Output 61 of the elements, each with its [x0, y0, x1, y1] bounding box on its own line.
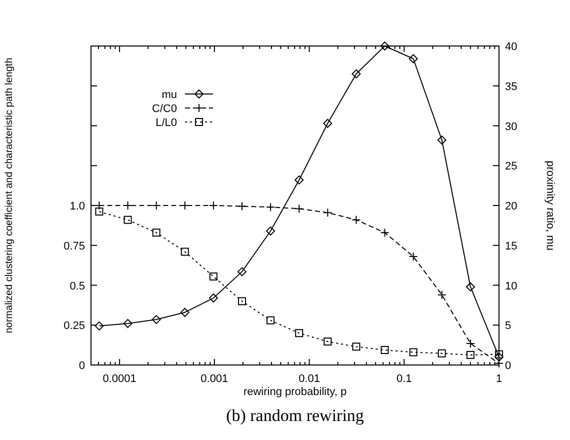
y-tick-label: 0.5 — [70, 280, 85, 292]
y-tick-label: 0.25 — [64, 320, 85, 332]
x-axis-title: rewiring probability, p — [243, 386, 347, 398]
point — [152, 315, 161, 324]
point — [324, 338, 332, 346]
y2-tick-label: 20 — [505, 200, 518, 212]
y-tick-label: 0.75 — [64, 240, 85, 252]
y2-tick-label: 30 — [505, 120, 518, 133]
y2-tick-label: 35 — [505, 80, 518, 93]
point — [466, 282, 475, 292]
point — [266, 202, 276, 212]
point — [238, 297, 246, 306]
point — [209, 272, 218, 280]
point — [180, 248, 189, 256]
point — [380, 346, 389, 354]
legend-label: L/L0 — [156, 117, 177, 129]
point — [352, 215, 361, 224]
y2-tick-label: 15 — [505, 240, 518, 252]
x-tick-label: 0.0001 — [102, 373, 136, 385]
y-tick-label: 1.0 — [70, 200, 85, 212]
y-tick-label: 0 — [78, 360, 85, 372]
point — [266, 226, 276, 236]
point — [266, 316, 275, 324]
y2-tick-label: 5 — [505, 320, 512, 332]
x-tick-label: 1 — [496, 373, 502, 385]
y2-tick-label: 25 — [505, 160, 518, 173]
x-tick-label: 0.01 — [298, 373, 320, 385]
point — [438, 349, 446, 358]
point — [295, 329, 304, 338]
point — [237, 267, 246, 276]
point — [495, 350, 503, 358]
y2-tick-label: 10 — [505, 280, 518, 292]
point — [294, 175, 304, 184]
text: (b) random rewiring — [226, 406, 364, 425]
y-axis-title: normalized clustering coefficient and characteristic path length — [4, 58, 15, 334]
point — [352, 69, 361, 78]
y2-tick-label: 0 — [505, 360, 512, 372]
point — [437, 136, 446, 145]
legend-label: C/C0 — [152, 103, 177, 115]
point — [437, 290, 446, 300]
point — [380, 228, 390, 238]
point — [380, 42, 390, 50]
point — [208, 294, 218, 303]
x-tick-label: 0.1 — [396, 373, 412, 385]
point — [466, 350, 474, 359]
point — [323, 208, 332, 218]
y2-tick-label: 40 — [505, 41, 518, 53]
point — [408, 54, 418, 64]
point — [323, 118, 332, 128]
point — [409, 348, 418, 356]
y2-axis-title: proximity ratio, mu — [544, 160, 556, 250]
legend-label: mu — [162, 89, 177, 101]
point — [152, 228, 160, 237]
point — [180, 308, 190, 317]
point — [123, 319, 132, 328]
point — [352, 342, 360, 351]
point — [124, 216, 132, 224]
point — [95, 208, 104, 216]
point — [494, 352, 504, 362]
point — [94, 321, 104, 330]
x-tick-label: 0.001 — [200, 373, 228, 385]
